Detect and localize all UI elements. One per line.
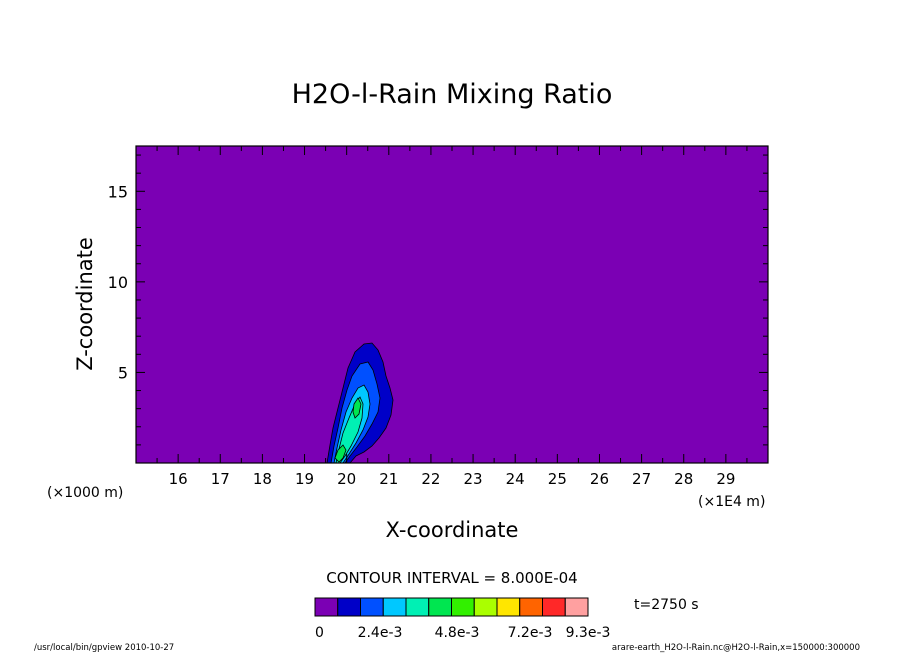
x-tick-label: 28 bbox=[674, 470, 693, 488]
colorbar-tick-label: 9.3e-3 bbox=[566, 625, 611, 641]
x-tick-label: 25 bbox=[548, 470, 567, 488]
y-unit-label: (×1000 m) bbox=[47, 485, 123, 501]
rain-plume bbox=[326, 342, 394, 464]
colorbar bbox=[314, 597, 589, 617]
colorbar-tick-label: 7.2e-3 bbox=[508, 625, 553, 641]
y-axis-title: Z-coordinate bbox=[73, 237, 97, 371]
y-tick-label: 5 bbox=[118, 363, 128, 382]
footer-right: arare-earth_H2O-l-Rain.nc@H2O-l-Rain,x=1… bbox=[612, 643, 860, 653]
colorbar-cell bbox=[496, 597, 521, 617]
colorbar-labels: 0 2.4e-3 4.8e-3 7.2e-3 9.3e-3 bbox=[315, 625, 610, 641]
x-tick-label: 18 bbox=[253, 470, 272, 488]
colorbar-tick-label: 2.4e-3 bbox=[358, 625, 403, 641]
colorbar-cell bbox=[564, 597, 589, 617]
colorbar-cell bbox=[542, 597, 566, 617]
footer-left: /usr/local/bin/gpview 2010-10-27 bbox=[34, 643, 174, 653]
x-tick-label: 17 bbox=[211, 470, 230, 488]
x-tick-label: 27 bbox=[632, 470, 651, 488]
colorbar-cell bbox=[337, 597, 361, 617]
x-axis-ticks: 16 17 18 19 20 21 22 23 24 25 26 27 28 29 bbox=[135, 146, 769, 488]
colorbar-tick-label: 4.8e-3 bbox=[435, 625, 480, 641]
contour-interval-label: CONTOUR INTERVAL = 8.000E-04 bbox=[326, 569, 577, 587]
colorbar-cell bbox=[519, 597, 543, 617]
colorbar-cell bbox=[451, 597, 475, 617]
colorbar-cell bbox=[314, 597, 339, 617]
y-tick-label: 15 bbox=[108, 182, 128, 201]
chart-title: H2O-l-Rain Mixing Ratio bbox=[292, 79, 613, 110]
y-axis-ticks: 5 10 15 bbox=[108, 154, 768, 446]
x-tick-label: 21 bbox=[379, 470, 398, 488]
colorbar-cell bbox=[428, 597, 452, 617]
contour-level-5b bbox=[352, 397, 362, 419]
colorbar-tick-label: 0 bbox=[315, 625, 324, 641]
plot-background bbox=[136, 146, 768, 463]
x-tick-label: 19 bbox=[295, 470, 314, 488]
colorbar-cell bbox=[473, 597, 498, 617]
x-unit-label: (×1E4 m) bbox=[698, 494, 765, 510]
colorbar-cell bbox=[405, 597, 430, 617]
contour-level-5 bbox=[334, 444, 347, 463]
x-tick-label: 22 bbox=[421, 470, 440, 488]
x-axis-title: X-coordinate bbox=[386, 518, 519, 542]
time-label: t=2750 s bbox=[634, 597, 699, 613]
x-tick-label: 23 bbox=[464, 470, 483, 488]
x-tick-label: 20 bbox=[337, 470, 356, 488]
x-tick-label: 26 bbox=[590, 470, 609, 488]
x-tick-label: 16 bbox=[169, 470, 188, 488]
colorbar-cell bbox=[382, 597, 407, 617]
x-tick-label: 24 bbox=[506, 470, 525, 488]
colorbar-cell bbox=[360, 597, 384, 617]
y-tick-label: 10 bbox=[108, 273, 128, 292]
x-tick-label: 29 bbox=[716, 470, 735, 488]
